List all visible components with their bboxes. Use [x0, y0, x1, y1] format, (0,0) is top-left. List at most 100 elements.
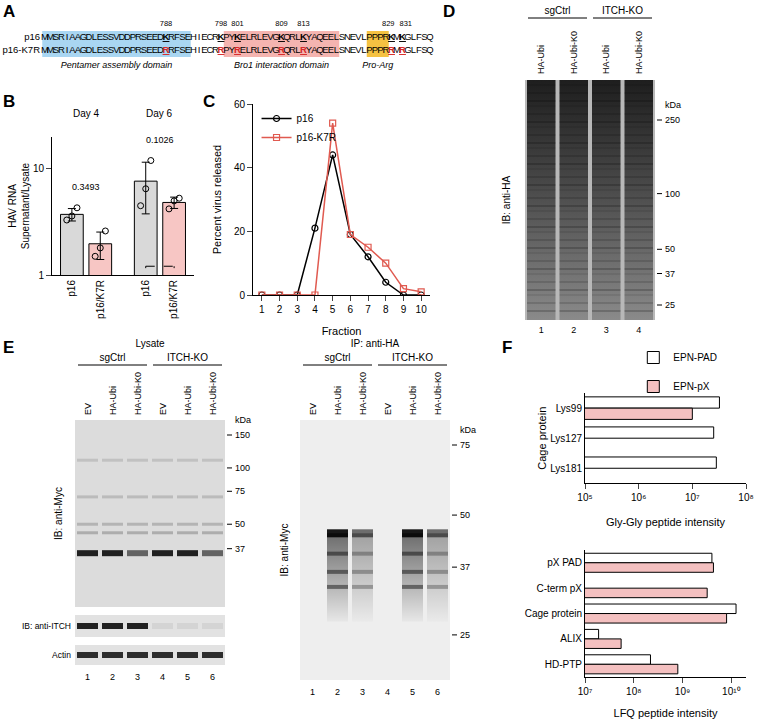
svg-text:p16/K7R: p16/K7R [168, 280, 179, 319]
svg-text:HA-Ubi: HA-Ubi [536, 45, 546, 74]
svg-text:10⁷: 10⁷ [685, 492, 700, 503]
svg-text:5: 5 [185, 672, 190, 682]
svg-text:Q: Q [426, 31, 433, 42]
svg-text:50: 50 [235, 519, 245, 529]
svg-text:788: 788 [160, 19, 173, 28]
svg-text:IP: anti-HA: IP: anti-HA [351, 338, 400, 349]
svg-text:I: I [66, 31, 69, 42]
svg-text:IB: anti-HA: IB: anti-HA [501, 176, 512, 225]
svg-text:ALIX: ALIX [560, 633, 582, 644]
svg-text:37: 37 [460, 562, 470, 572]
svg-text:p16: p16 [66, 280, 77, 297]
svg-text:1: 1 [259, 304, 265, 315]
svg-text:Lys181: Lys181 [550, 463, 582, 474]
svg-text:1: 1 [310, 687, 315, 697]
svg-text:kDa: kDa [235, 415, 251, 425]
svg-text:829: 829 [382, 19, 395, 28]
svg-text:IB: anti-ITCH: IB: anti-ITCH [22, 621, 71, 631]
svg-text:sgCtrl: sgCtrl [544, 5, 570, 16]
svg-text:1: 1 [85, 672, 90, 682]
svg-text:EV: EV [308, 403, 318, 415]
svg-text:10⁹: 10⁹ [675, 686, 690, 697]
svg-text:HA-Ubi-K0: HA-Ubi-K0 [433, 372, 443, 415]
svg-text:p16-K7R: p16-K7R [3, 44, 41, 55]
svg-text:HD-PTP: HD-PTP [545, 659, 583, 670]
svg-text:p16-K7R: p16-K7R [297, 132, 336, 143]
svg-text:Pro-Arg: Pro-Arg [362, 60, 393, 70]
svg-text:10⁸: 10⁸ [626, 686, 641, 697]
svg-text:50: 50 [665, 244, 675, 254]
svg-text:2: 2 [110, 672, 115, 682]
svg-text:250: 250 [665, 115, 680, 125]
svg-text:HA-Ubi-K0: HA-Ubi-K0 [208, 372, 218, 415]
svg-text:75: 75 [460, 440, 470, 450]
svg-text:Day 4: Day 4 [73, 108, 100, 119]
svg-text:4: 4 [385, 687, 390, 697]
svg-text:ITCH-KO: ITCH-KO [602, 5, 643, 16]
svg-text:10: 10 [33, 163, 45, 174]
svg-text:2: 2 [571, 325, 576, 335]
svg-text:HAV RNASupernatant/Lysate: HAV RNASupernatant/Lysate [7, 162, 31, 249]
svg-text:10⁵: 10⁵ [577, 492, 592, 503]
svg-text:HA-Ubi: HA-Ubi [108, 386, 118, 415]
svg-text:9: 9 [401, 304, 407, 315]
svg-text:40: 40 [234, 162, 246, 173]
svg-text:H: H [190, 44, 197, 55]
svg-text:2: 2 [277, 304, 283, 315]
svg-text:10¹⁰: 10¹⁰ [722, 686, 740, 697]
svg-text:HA-Ubi: HA-Ubi [601, 45, 611, 74]
svg-text:60: 60 [234, 99, 246, 110]
svg-text:150: 150 [235, 430, 250, 440]
svg-text:HA-Ubi-K0: HA-Ubi-K0 [133, 372, 143, 415]
svg-text:8: 8 [383, 304, 389, 315]
svg-text:25: 25 [460, 630, 470, 640]
svg-text:5: 5 [410, 687, 415, 697]
svg-text:EPN-pX: EPN-pX [673, 381, 709, 392]
svg-text:20: 20 [234, 226, 246, 237]
svg-text:R: R [58, 31, 65, 42]
svg-text:0.1026: 0.1026 [146, 135, 174, 145]
svg-text:C-term pX: C-term pX [536, 583, 582, 594]
svg-text:831: 831 [400, 19, 413, 28]
svg-text:Lys127: Lys127 [550, 433, 582, 444]
svg-text:Cage protein: Cage protein [536, 407, 548, 470]
svg-text:I: I [198, 44, 201, 55]
svg-text:kDa: kDa [460, 425, 476, 435]
svg-text:HA-Ubi: HA-Ubi [408, 386, 418, 415]
svg-text:813: 813 [297, 19, 310, 28]
svg-text:3: 3 [294, 304, 300, 315]
svg-text:75: 75 [235, 486, 245, 496]
svg-text:Q: Q [426, 44, 433, 55]
svg-text:Lys99: Lys99 [556, 403, 583, 414]
svg-text:HA-Ubi-K0: HA-Ubi-K0 [634, 31, 644, 74]
svg-text:100: 100 [235, 463, 250, 473]
svg-text:6: 6 [435, 687, 440, 697]
svg-text:10: 10 [416, 304, 428, 315]
svg-text:3: 3 [360, 687, 365, 697]
svg-text:1: 1 [38, 270, 44, 281]
svg-text:6: 6 [210, 672, 215, 682]
svg-text:p16/K7R: p16/K7R [95, 280, 106, 319]
svg-text:H: H [190, 31, 197, 42]
svg-text:10⁶: 10⁶ [631, 492, 646, 503]
svg-text:I: I [198, 31, 201, 42]
svg-text:Pentamer assembly domain: Pentamer assembly domain [61, 60, 173, 70]
svg-text:Lysate: Lysate [135, 338, 165, 349]
svg-text:sgCtrl: sgCtrl [99, 352, 125, 363]
svg-text:4: 4 [160, 672, 165, 682]
svg-text:3: 3 [135, 672, 140, 682]
svg-text:3: 3 [604, 325, 609, 335]
svg-text:R: R [58, 44, 65, 55]
svg-text:Bro1 interaction domain: Bro1 interaction domain [234, 60, 329, 70]
svg-text:Actin: Actin [52, 650, 71, 660]
svg-text:I: I [66, 44, 69, 55]
svg-text:2: 2 [335, 687, 340, 697]
svg-text:ITCH-KO: ITCH-KO [392, 352, 433, 363]
svg-text:HA-Ubi: HA-Ubi [183, 386, 193, 415]
svg-text:IB: anti-Myc: IB: anti-Myc [279, 524, 290, 577]
svg-text:LFQ peptide intensity: LFQ peptide intensity [614, 707, 718, 719]
svg-text:7: 7 [365, 304, 371, 315]
svg-text:4: 4 [312, 304, 318, 315]
svg-text:10⁸: 10⁸ [738, 492, 753, 503]
svg-text:HA-Ubi-K0: HA-Ubi-K0 [569, 31, 579, 74]
